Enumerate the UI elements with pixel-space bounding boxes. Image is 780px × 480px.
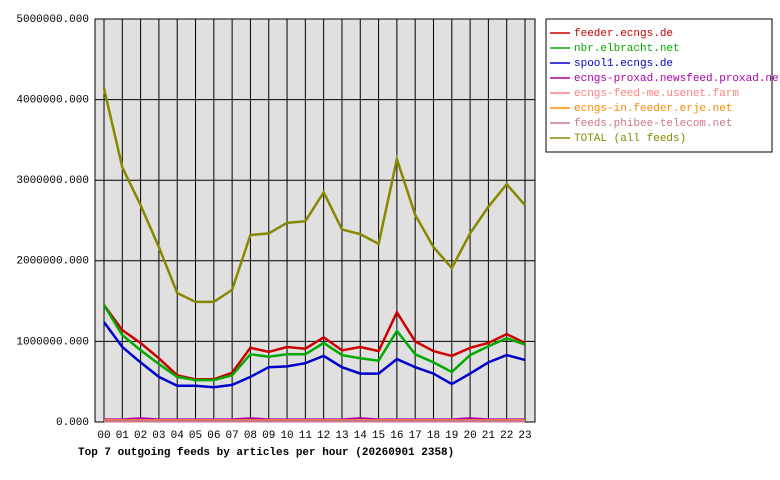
legend-label: TOTAL (all feeds) (574, 133, 686, 145)
x-tick-label: 14 (354, 430, 368, 442)
legend-label: ecngs-in.feeder.erje.net (574, 103, 732, 115)
x-tick-label: 23 (518, 430, 531, 442)
x-tick-label: 09 (262, 430, 275, 442)
x-tick-label: 11 (299, 430, 313, 442)
legend-label: feeder.ecngs.de (574, 28, 673, 40)
x-tick-label: 00 (97, 430, 110, 442)
x-tick-label: 08 (244, 430, 257, 442)
series-line (102, 88, 526, 304)
x-tick-label: 13 (335, 430, 348, 442)
y-tick-label: 2000000.000 (16, 256, 89, 268)
y-tick-label: 4000000.000 (16, 95, 89, 107)
y-tick-label: 3000000.000 (16, 175, 89, 187)
x-tick-label: 10 (280, 430, 293, 442)
x-tick-label: 20 (463, 430, 476, 442)
chart-title: Top 7 outgoing feeds by articles per hou… (78, 447, 454, 459)
x-tick-label: 02 (134, 430, 147, 442)
x-tick-label: 21 (482, 430, 496, 442)
x-tick-label: 18 (427, 430, 440, 442)
y-tick-label: 1000000.000 (16, 336, 89, 348)
x-tick-label: 06 (207, 430, 220, 442)
legend-label: spool1.ecngs.de (574, 58, 673, 70)
series-line (102, 304, 526, 381)
x-tick-label: 01 (116, 430, 130, 442)
plot-area (94, 18, 536, 423)
legend-label: ecngs-feed-me.usenet.farm (574, 88, 739, 100)
x-tick-label: 16 (390, 430, 403, 442)
legend-label: nbr.elbracht.net (574, 43, 680, 55)
x-tick-label: 03 (152, 430, 165, 442)
y-tick-label: 0.000 (56, 417, 89, 429)
legend-box (545, 18, 773, 153)
legend-label: ecngs-proxad.newsfeed.proxad.net (574, 73, 780, 85)
x-tick-label: 19 (445, 430, 458, 442)
legend-label: feeds.phibee-telecom.net (574, 118, 732, 130)
x-tick-label: 12 (317, 430, 330, 442)
x-tick-label: 17 (409, 430, 422, 442)
x-tick-label: 05 (189, 430, 202, 442)
series-line (102, 304, 526, 382)
y-tick-label: 5000000.000 (16, 14, 89, 26)
x-tick-label: 07 (226, 430, 239, 442)
series-line (102, 321, 526, 389)
x-tick-label: 15 (372, 430, 385, 442)
x-tick-label: 04 (171, 430, 185, 442)
x-tick-label: 22 (500, 430, 513, 442)
